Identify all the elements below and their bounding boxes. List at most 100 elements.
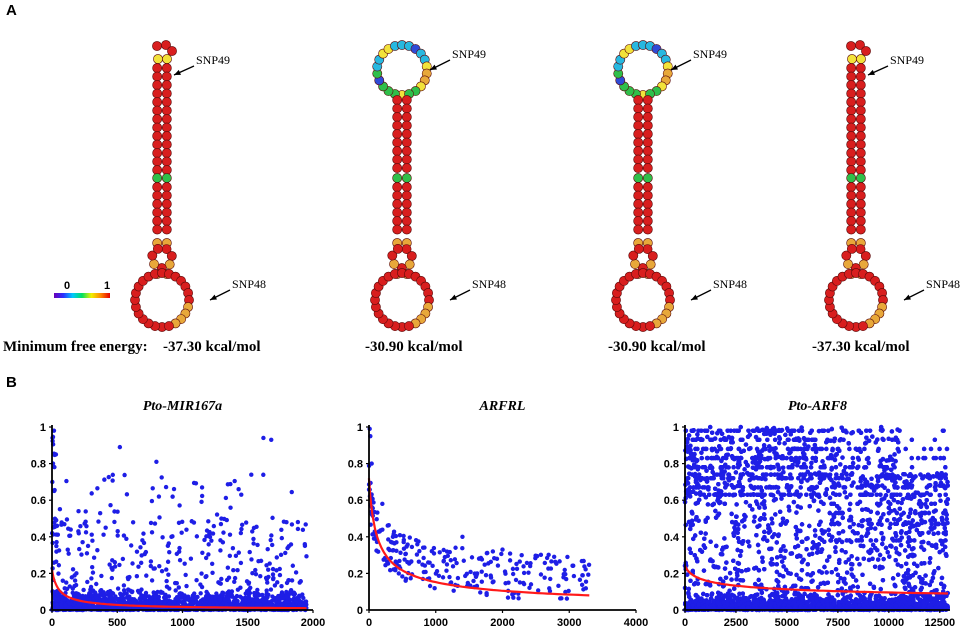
data-point (157, 515, 162, 520)
data-point (488, 559, 494, 565)
data-point (427, 583, 433, 589)
data-point (165, 559, 171, 564)
data-point (431, 545, 437, 551)
data-point (164, 584, 170, 589)
data-point (249, 472, 254, 477)
data-point (53, 452, 59, 457)
data-point (154, 459, 159, 464)
data-point (230, 546, 236, 551)
data-point (564, 596, 570, 601)
snp48-label: SNP48 (232, 277, 266, 291)
data-point (278, 552, 284, 558)
data-point (521, 570, 527, 576)
data-point (85, 579, 90, 585)
data-point (240, 600, 245, 605)
loop-nucleotide (387, 250, 398, 261)
data-point (149, 530, 155, 535)
loop-nucleotide (392, 243, 403, 254)
data-point (553, 559, 558, 565)
data-point (121, 588, 127, 593)
data-point (249, 557, 254, 562)
data-point (112, 519, 117, 525)
data-point (244, 588, 250, 594)
data-point (403, 578, 408, 583)
nucleotide (167, 46, 177, 56)
data-point (207, 602, 212, 607)
data-point (152, 521, 158, 526)
data-point (81, 587, 86, 593)
data-point (233, 553, 239, 559)
data-point (461, 558, 466, 563)
data-point (261, 435, 266, 441)
data-point (243, 595, 248, 600)
data-point (521, 580, 526, 586)
data-point (246, 581, 251, 586)
data-point (164, 567, 169, 572)
data-point (304, 554, 309, 559)
loop-nucleotide (147, 250, 158, 261)
data-point (67, 601, 73, 606)
data-point (59, 520, 64, 525)
data-point (210, 570, 215, 575)
data-point (157, 600, 163, 605)
data-point (69, 575, 75, 580)
data-point (586, 572, 591, 577)
data-point (232, 579, 237, 585)
data-point (183, 572, 188, 578)
data-point (124, 492, 130, 497)
data-point (115, 528, 120, 534)
data-point (275, 580, 280, 585)
data-point (54, 543, 59, 549)
data-point (409, 559, 414, 564)
data-point (148, 559, 154, 564)
data-point (149, 578, 155, 583)
data-point (72, 578, 78, 583)
data-point (54, 539, 59, 545)
y-tick-label: 1 (357, 422, 363, 434)
data-point (425, 560, 431, 565)
data-point (580, 573, 585, 578)
data-point (117, 444, 123, 450)
data-point (471, 578, 476, 584)
data-point (538, 572, 544, 577)
data-point (571, 573, 577, 579)
data-point (297, 602, 303, 607)
data-point (404, 544, 409, 549)
data-point (88, 584, 94, 590)
data-point (164, 578, 169, 584)
data-point (507, 551, 513, 556)
y-tick-label: 0.4 (31, 532, 47, 544)
data-point (303, 522, 308, 527)
data-point (563, 571, 568, 577)
data-point (99, 587, 104, 593)
data-point (213, 594, 219, 599)
data-point (232, 575, 238, 581)
x-tick-label: 2000 (490, 617, 514, 629)
data-point (110, 478, 115, 483)
data-point (153, 598, 158, 603)
data-point (510, 566, 516, 572)
data-point (485, 550, 490, 556)
data-point (89, 491, 94, 496)
data-point (143, 549, 149, 555)
data-point (222, 516, 227, 522)
data-point (483, 573, 489, 578)
data-point (268, 587, 274, 592)
data-point (478, 590, 483, 595)
data-point (101, 532, 106, 537)
data-point (387, 568, 393, 573)
snp48-arrow-head (450, 294, 457, 300)
data-point (268, 602, 273, 607)
data-point (279, 535, 285, 541)
data-point (190, 600, 195, 605)
data-point (476, 556, 482, 561)
data-point (479, 579, 485, 584)
data-point (204, 589, 209, 595)
data-point (513, 577, 519, 583)
data-point (284, 599, 290, 604)
x-tick-label: 2000 (301, 617, 325, 629)
x-tick-label: 1000 (170, 617, 194, 629)
data-point (179, 530, 184, 535)
data-point (289, 578, 295, 583)
